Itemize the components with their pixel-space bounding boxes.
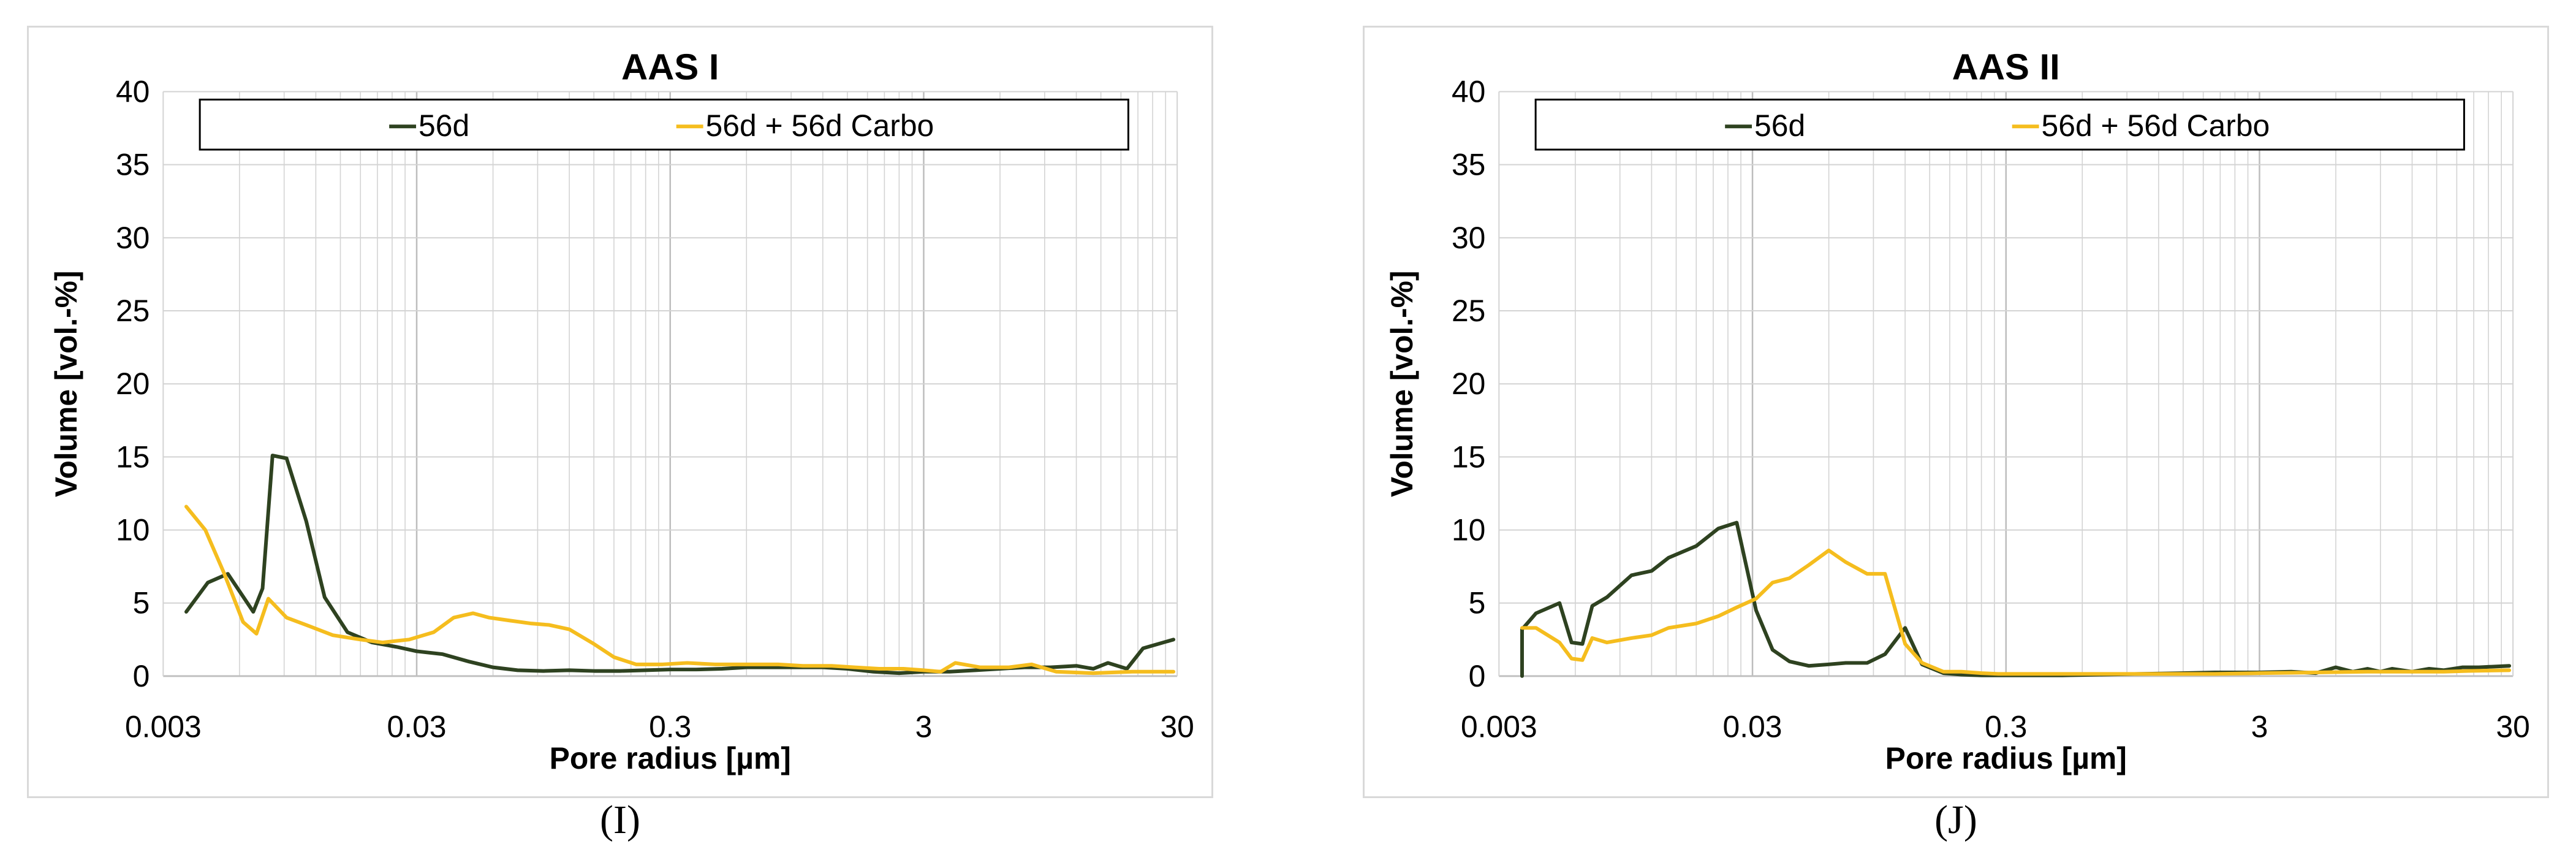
chart-aas-ii: 0 5 10 15 20 25 30 35 40 0.003 0.03 0.3 3 30 AAS II Por…	[1385, 47, 2530, 776]
x-tick-label: 0.003	[1461, 709, 1537, 744]
chart-aas-i: 0 5 10 15 20 25 30 35 40 0.003 0.03 0.3 3 30 AAS I Pore…	[49, 47, 1194, 776]
y-tick-label: 5	[1469, 586, 1486, 620]
series-line-dark	[1520, 520, 2512, 678]
legend-label: 56d	[1754, 108, 1805, 143]
y-tick-label: 15	[1452, 440, 1485, 474]
y-axis-title: Volume [vol.-%]	[1385, 270, 1419, 497]
y-tick-label: 0	[1469, 659, 1486, 693]
x-tick-label: 0.3	[649, 709, 691, 744]
y-tick-label: 10	[116, 513, 150, 547]
panel-caption-j: (J)	[1934, 798, 1977, 842]
series-line-gold	[1520, 548, 2512, 676]
x-tick-label: 0.003	[125, 709, 202, 744]
series-line-dark	[184, 454, 1176, 676]
y-tick-label: 20	[116, 367, 150, 401]
y-tick-label: 5	[133, 586, 150, 620]
y-tick-label: 15	[116, 440, 150, 474]
x-tick-label: 30	[2496, 709, 2529, 744]
chart-panel-aas-i: 0 5 10 15 20 25 30 35 40 0.003 0.03 0.3 3 30 AAS I Pore…	[27, 26, 1213, 798]
panel-caption-i: (I)	[600, 798, 640, 842]
x-tick-label: 3	[2251, 709, 2268, 744]
x-tick-label: 0.3	[1985, 709, 2027, 744]
y-tick-label: 25	[116, 294, 150, 328]
x-tick-label: 0.03	[1723, 709, 1782, 744]
y-tick-label: 25	[1452, 294, 1485, 328]
y-tick-label: 35	[116, 148, 150, 182]
y-tick-label: 10	[1452, 513, 1485, 547]
chart-title: AAS II	[1952, 47, 2060, 88]
x-axis-title: Pore radius [µm]	[550, 741, 791, 775]
y-tick-label: 30	[1452, 221, 1485, 255]
legend-box	[1534, 98, 2465, 151]
y-tick-label: 40	[116, 74, 150, 108]
x-tick-label: 30	[1160, 709, 1194, 744]
y-axis-title: Volume [vol.-%]	[49, 270, 83, 497]
legend-label: 56d + 56d Carbo	[706, 108, 934, 143]
chart-panel-aas-ii: 0 5 10 15 20 25 30 35 40 0.003 0.03 0.3 3 30 AAS II Por…	[1363, 26, 2549, 798]
y-tick-label: 35	[1452, 148, 1485, 182]
x-tick-label: 0.03	[387, 709, 447, 744]
series-line-gold	[184, 504, 1176, 676]
y-tick-label: 30	[116, 221, 150, 255]
legend-box	[199, 98, 1129, 151]
chart-title: AAS I	[621, 47, 719, 88]
y-tick-label: 20	[1452, 367, 1485, 401]
x-tick-label: 3	[915, 709, 933, 744]
y-tick-label: 0	[133, 659, 150, 693]
x-axis-title: Pore radius [µm]	[1885, 741, 2127, 775]
y-tick-label: 40	[1452, 74, 1485, 108]
legend-label: 56d	[419, 108, 469, 143]
legend-label: 56d + 56d Carbo	[2042, 108, 2270, 143]
